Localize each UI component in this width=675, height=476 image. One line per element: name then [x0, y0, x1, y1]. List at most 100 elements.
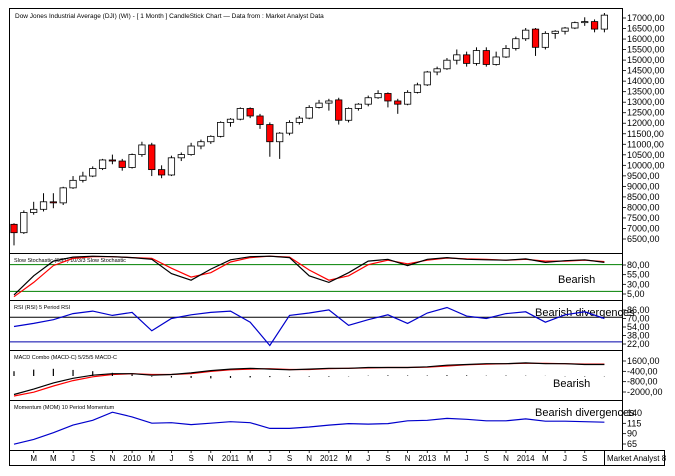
rsi-tick-label: 70,00 — [627, 314, 650, 324]
price-tick-label: 14000,00 — [627, 76, 665, 86]
candle-down — [531, 28, 540, 48]
price-tick-label: 12000,00 — [627, 118, 665, 128]
candle-up — [325, 100, 333, 104]
stochastic-panel — [9, 253, 623, 301]
candle-down — [148, 144, 156, 171]
macd-tick-label: -800,00 — [627, 377, 658, 387]
candle-up — [443, 59, 451, 70]
macd-tick-label: -400,00 — [627, 366, 658, 376]
x-tick-label: 2013 — [418, 454, 436, 463]
rsi-line — [13, 306, 605, 347]
candle-up — [217, 122, 225, 137]
rsi-annotation: Bearish divergences — [535, 307, 635, 319]
candle-up — [167, 157, 176, 176]
candle-down — [266, 124, 274, 143]
candle-down — [335, 99, 343, 121]
candle-up — [502, 48, 510, 58]
x-tick-label: J — [71, 454, 75, 463]
x-tick-label: J — [563, 454, 567, 463]
candle-up — [197, 141, 205, 147]
candle-down — [482, 50, 490, 65]
price-tick-label: 16500,00 — [627, 24, 665, 34]
macd-tick-label: -2000,00 — [627, 387, 663, 397]
x-tick-label: 2012 — [320, 454, 338, 463]
price-tick-label: 8500,00 — [627, 192, 660, 202]
candle-down — [10, 223, 18, 234]
x-tick-label: S — [484, 454, 489, 463]
candle-up — [69, 179, 77, 189]
candle-up — [413, 84, 422, 93]
candle-up — [89, 168, 97, 177]
x-tick-label: 2014 — [517, 454, 535, 463]
stochastic-tick-label: 55,00 — [627, 270, 650, 280]
candle-up — [187, 145, 195, 156]
x-tick-label: J — [268, 454, 272, 463]
price-tick-label: 16000,00 — [627, 34, 665, 44]
candle-down — [118, 160, 126, 168]
candle-up — [207, 135, 215, 143]
candle-down — [394, 100, 402, 105]
candle-up — [344, 108, 353, 121]
rsi-panel-title: RSI (RSI) 5 Period RSI — [14, 305, 71, 311]
price-tick-label: 8000,00 — [627, 202, 660, 212]
macd-panel — [9, 350, 623, 401]
brand-box — [604, 450, 665, 466]
candle-up — [177, 154, 185, 159]
chart-title: Dow Jones Industrial Average (DJI) (WI) … — [15, 13, 324, 20]
price-tick-label: 11000,00 — [627, 139, 664, 149]
candle-up — [472, 50, 481, 64]
candle-up — [492, 56, 500, 65]
candlesticks — [10, 13, 609, 246]
candle-up — [600, 14, 609, 30]
y-axis-ticks: 17000,0016500,0016000,0015500,0015000,00… — [622, 13, 665, 449]
level-lines — [10, 264, 622, 343]
candle-up — [285, 122, 294, 134]
x-tick-label: S — [188, 454, 193, 463]
x-tick-label: S — [90, 454, 95, 463]
macd-tick-label: 1600,00 — [627, 356, 660, 366]
x-tick-label: S — [385, 454, 390, 463]
x-tick-label: M — [30, 454, 37, 463]
stochastic-main-line — [13, 255, 605, 296]
candle-up — [128, 154, 136, 168]
price-tick-label: 15500,00 — [627, 45, 665, 55]
momentum-panel-title: Momentum (MOM) 10 Period Momentum — [14, 405, 115, 411]
candle-up — [354, 103, 363, 109]
x-tick-label: N — [503, 454, 509, 463]
x-tick-label: M — [345, 454, 352, 463]
price-tick-label: 12500,00 — [627, 108, 665, 118]
price-tick-label: 17000,00 — [627, 13, 665, 23]
momentum-tick-label: 90 — [627, 429, 637, 439]
price-tick-label: 13000,00 — [627, 97, 665, 107]
momentum-tick-label: 65 — [627, 439, 637, 449]
x-tick-label: N — [208, 454, 214, 463]
momentum-line — [13, 411, 605, 445]
candle-up — [295, 117, 303, 123]
price-tick-label: 7500,00 — [627, 213, 660, 223]
price-panel — [9, 8, 623, 254]
x-tick-label: J — [465, 454, 469, 463]
price-tick-label: 13500,00 — [627, 87, 665, 97]
candle-up — [541, 32, 549, 48]
x-tick-label: M — [148, 454, 155, 463]
candle-up — [138, 144, 146, 155]
candle-down — [590, 21, 599, 30]
candle-up — [453, 54, 461, 61]
x-tick-label: N — [110, 454, 116, 463]
candle-up — [571, 22, 579, 29]
x-tick-label: S — [287, 454, 292, 463]
rsi-panel — [9, 300, 623, 351]
x-axis-labels: M M J S N 2010 M J S N 2011 M J S N 2012 M J S N 2013 M J S N 201… — [30, 450, 587, 463]
price-tick-label: 9500,00 — [627, 171, 660, 181]
momentum-annotation: Bearish divergences — [535, 407, 635, 419]
candle-up — [30, 208, 38, 213]
price-tick-label: 11500,00 — [627, 129, 664, 139]
price-tick-label: 10000,00 — [627, 160, 665, 170]
candle-up — [315, 102, 323, 108]
candle-up — [403, 91, 412, 105]
price-tick-label: 9000,00 — [627, 181, 660, 191]
candle-up — [433, 68, 441, 73]
x-tick-label: N — [306, 454, 312, 463]
x-tick-label: M — [542, 454, 549, 463]
